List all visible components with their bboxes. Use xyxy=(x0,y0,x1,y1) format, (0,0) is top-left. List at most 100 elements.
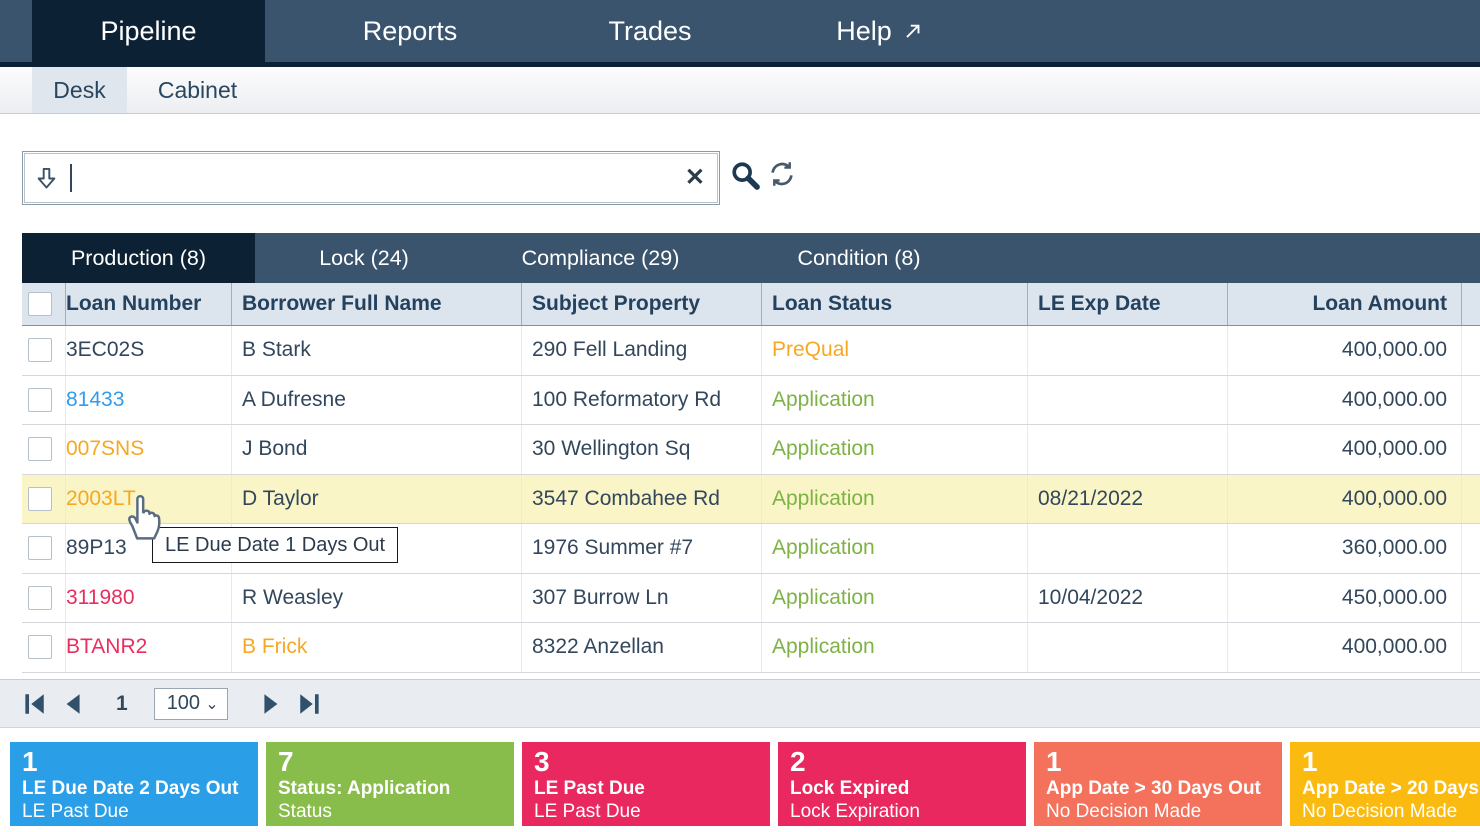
column-header-loan-number[interactable]: Loan Number xyxy=(66,283,232,325)
row-stub xyxy=(1462,574,1480,623)
summary-card[interactable]: 1 App Date > 30 Days Out No Decision Mad… xyxy=(1034,742,1282,826)
tab-lock[interactable]: Lock (24) xyxy=(255,233,473,283)
table-body: 3EC02S B Stark 290 Fell Landing PreQual … xyxy=(22,326,1480,673)
row-stub xyxy=(1462,425,1480,474)
nav-item-reports[interactable]: Reports xyxy=(300,0,520,62)
search-input[interactable] xyxy=(24,153,718,203)
row-stub xyxy=(1462,475,1480,524)
loan-status: PreQual xyxy=(762,326,1028,375)
borrower-name: B Frick xyxy=(232,623,522,672)
subject-property: 290 Fell Landing xyxy=(522,326,762,375)
row-checkbox[interactable] xyxy=(28,536,52,561)
nav-item-label: Reports xyxy=(362,15,458,46)
subnav-item-desk[interactable]: Desk xyxy=(32,67,127,113)
tab-label: Lock (24) xyxy=(319,245,409,270)
loan-number-link[interactable]: 2003LT xyxy=(66,486,136,510)
row-stub xyxy=(1462,376,1480,425)
search-box[interactable]: ✕ xyxy=(22,151,720,205)
loan-number-link[interactable]: 3EC02S xyxy=(66,338,145,362)
card-subtitle: Lock Expiration xyxy=(790,801,920,822)
select-all-checkbox[interactable] xyxy=(28,292,52,316)
tab-production[interactable]: Production (8) xyxy=(22,233,255,283)
loan-status: Application xyxy=(762,375,1028,424)
le-exp-date xyxy=(1028,524,1228,573)
nav-item-pipeline[interactable]: Pipeline xyxy=(32,0,265,62)
row-checkbox[interactable] xyxy=(28,585,52,610)
le-exp-date xyxy=(1028,425,1228,474)
clear-search-icon[interactable]: ✕ xyxy=(684,164,705,191)
column-header-borrower[interactable]: Borrower Full Name xyxy=(232,283,522,325)
card-count: 3 xyxy=(534,746,550,777)
borrower-name: B Stark xyxy=(232,326,522,375)
row-checkbox[interactable] xyxy=(28,635,52,660)
nav-item-trades[interactable]: Trades xyxy=(540,0,760,62)
table-row[interactable]: 3EC02S B Stark 290 Fell Landing PreQual … xyxy=(22,326,1480,376)
summary-card[interactable]: 1 App Date > 20 Days Out No Decision Mad… xyxy=(1290,742,1480,826)
summary-card[interactable]: 2 Lock Expired Lock Expiration xyxy=(778,742,1026,826)
row-checkbox[interactable] xyxy=(28,387,52,412)
loan-number-link[interactable]: 007SNS xyxy=(66,437,145,461)
text-caret xyxy=(70,164,72,192)
refresh-icon[interactable] xyxy=(766,158,802,194)
first-page-button[interactable] xyxy=(18,690,50,718)
card-count: 1 xyxy=(1302,746,1318,777)
le-exp-date xyxy=(1028,623,1228,672)
card-subtitle: LE Past Due xyxy=(22,801,129,822)
tab-compliance[interactable]: Compliance (29) xyxy=(473,233,728,283)
table-row[interactable]: 2003LT D Taylor 3547 Combahee Rd Applica… xyxy=(22,474,1480,524)
column-header-status[interactable]: Loan Status xyxy=(762,283,1028,325)
row-checkbox[interactable] xyxy=(28,486,52,511)
table-row[interactable]: 311980 R Weasley 307 Burrow Ln Applicati… xyxy=(22,573,1480,623)
search-icon[interactable] xyxy=(728,158,764,194)
page-size-select[interactable]: 100 ⌄ xyxy=(153,687,228,720)
prev-page-button[interactable] xyxy=(56,690,88,718)
loan-number-link[interactable]: 81433 xyxy=(66,387,125,411)
loan-number-link[interactable]: BTANR2 xyxy=(66,635,148,659)
subject-property: 100 Reformatory Rd xyxy=(522,375,762,424)
column-header-property[interactable]: Subject Property xyxy=(522,283,762,325)
borrower-name: D Taylor xyxy=(232,474,522,523)
loan-number-link[interactable]: 311980 xyxy=(66,585,135,609)
summary-card[interactable]: 1 LE Due Date 2 Days Out LE Past Due xyxy=(10,742,258,826)
tab-label: Production (8) xyxy=(70,245,207,270)
table-row[interactable]: 007SNS J Bond 30 Wellington Sq Applicati… xyxy=(22,425,1480,475)
le-exp-date xyxy=(1028,326,1228,375)
card-title: Lock Expired xyxy=(790,778,910,799)
subject-property: 30 Wellington Sq xyxy=(522,425,762,474)
column-header-stub xyxy=(1462,283,1480,325)
nav-item-help[interactable]: Help xyxy=(780,0,980,62)
summary-card[interactable]: 3 LE Past Due LE Past Due xyxy=(522,742,770,826)
subject-property: 8322 Anzellan xyxy=(522,623,762,672)
loan-amount: 400,000.00 xyxy=(1228,326,1462,375)
row-checkbox[interactable] xyxy=(28,437,52,462)
last-page-button[interactable] xyxy=(294,690,326,718)
table-header: Loan Number Borrower Full Name Subject P… xyxy=(22,283,1480,326)
subnav-item-cabinet[interactable]: Cabinet xyxy=(140,67,255,113)
pagination-bar: 1 100 ⌄ xyxy=(0,679,1480,728)
next-page-button[interactable] xyxy=(256,690,288,718)
table-row[interactable]: BTANR2 B Frick 8322 Anzellan Application… xyxy=(22,623,1480,673)
card-count: 1 xyxy=(22,746,38,777)
loan-amount: 400,000.00 xyxy=(1228,623,1462,672)
card-title: Status: Application xyxy=(278,778,451,799)
borrower-name xyxy=(232,524,522,573)
borrower-name: J Bond xyxy=(232,425,522,474)
row-stub xyxy=(1462,524,1480,573)
tab-condition[interactable]: Condition (8) xyxy=(728,233,990,283)
summary-card[interactable]: 7 Status: Application Status xyxy=(266,742,514,826)
column-header-le-exp-date[interactable]: LE Exp Date xyxy=(1028,283,1228,325)
filter-arrow-icon[interactable] xyxy=(33,165,60,192)
loan-status: Application xyxy=(762,524,1028,573)
table-row[interactable]: 81433 A Dufresne 100 Reformatory Rd Appl… xyxy=(22,375,1480,425)
loan-amount: 360,000.00 xyxy=(1228,524,1462,573)
pipeline-tabbar: Production (8) Lock (24) Compliance (29)… xyxy=(22,233,1480,283)
card-subtitle: No Decision Made xyxy=(1302,801,1458,822)
external-link-icon xyxy=(902,20,924,42)
borrower-name: R Weasley xyxy=(232,573,522,622)
row-checkbox[interactable] xyxy=(28,338,52,363)
le-exp-date: 08/21/2022 xyxy=(1028,474,1228,523)
loan-number-link[interactable]: 89P13 xyxy=(66,536,127,560)
tab-label: Condition (8) xyxy=(797,245,921,270)
column-header-amount[interactable]: Loan Amount xyxy=(1228,283,1462,325)
